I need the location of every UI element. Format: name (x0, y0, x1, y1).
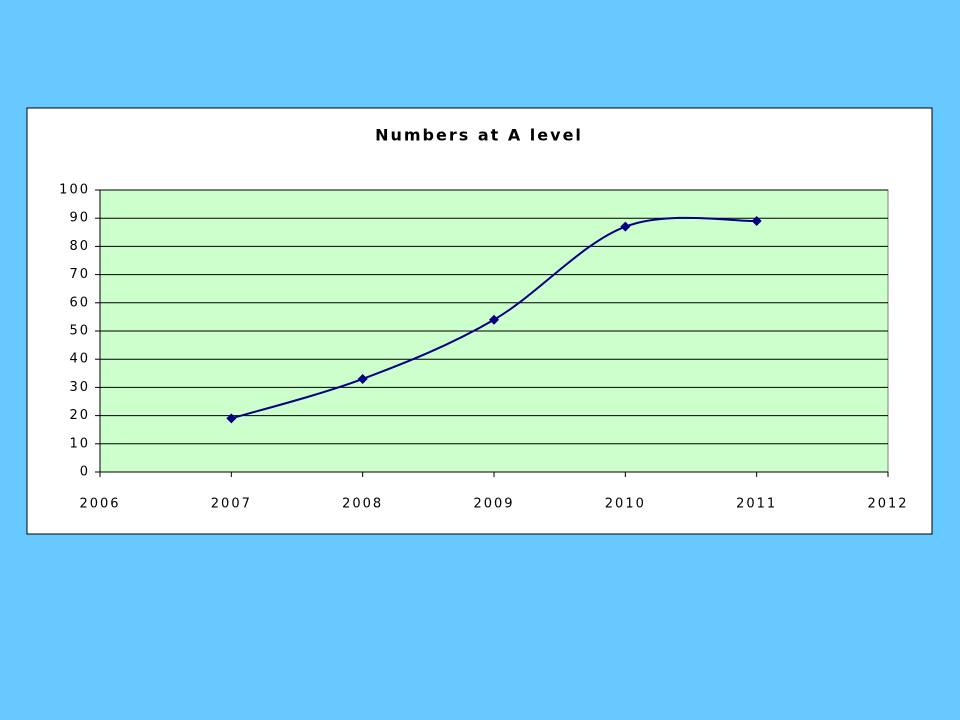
x-tick-label: 2010 (605, 497, 646, 512)
x-tick-label: 2007 (211, 497, 252, 512)
plot-area: 0 10 20 30 40 50 60 70 80 90 100 2006 2007 2008 2009 20… (59, 183, 908, 512)
y-tick-label: 50 (69, 324, 90, 339)
y-tick-label: 20 (69, 408, 90, 423)
x-tick-label: 2009 (473, 497, 514, 512)
y-tick-label: 100 (59, 183, 90, 198)
data-point (226, 413, 237, 424)
data-point (620, 221, 631, 232)
y-tick-label: 80 (69, 239, 90, 254)
y-tick-label: 10 (69, 436, 90, 451)
y-tick-label: 0 (80, 465, 90, 480)
data-point (751, 216, 762, 227)
x-tick-label: 2008 (342, 497, 383, 512)
y-tick-label: 30 (69, 380, 90, 395)
x-tick-label: 2012 (867, 497, 908, 512)
data-point (489, 314, 499, 325)
x-tick-label: 2011 (736, 497, 777, 512)
y-tick-label: 90 (69, 211, 90, 226)
chart-title: Numbers at A level (375, 126, 583, 145)
y-tick-label: 40 (69, 352, 90, 367)
y-tick-label: 70 (69, 267, 90, 282)
y-tick-label: 60 (69, 295, 90, 310)
x-tick-label: 2006 (79, 497, 120, 512)
data-point (357, 373, 368, 384)
